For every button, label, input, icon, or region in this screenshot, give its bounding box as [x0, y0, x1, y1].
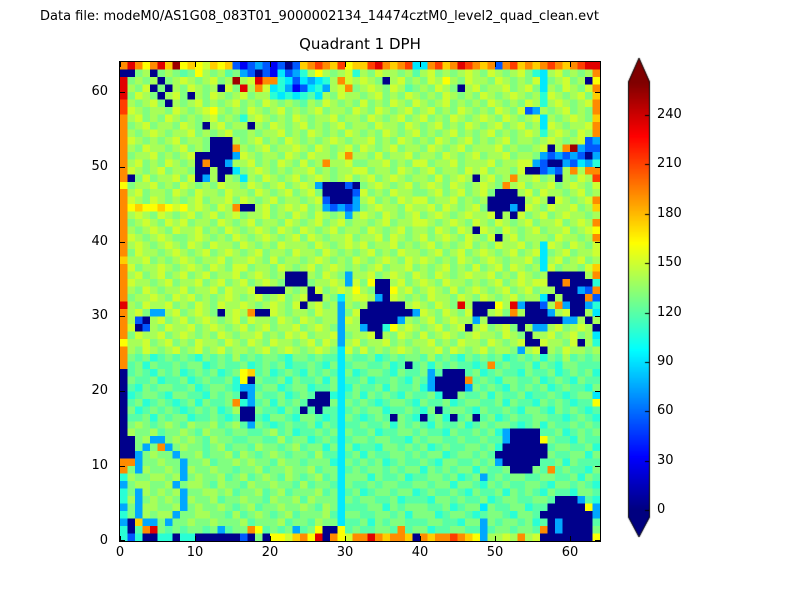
axis-tick-mark: [195, 62, 196, 67]
y-tick-label: 0: [99, 533, 108, 548]
axis-tick-mark: [595, 167, 600, 168]
colorbar-tick-label: 240: [657, 107, 682, 122]
x-tick-label: 40: [411, 545, 429, 560]
colorbar-tick-label: 30: [657, 453, 674, 468]
axis-tick-mark: [595, 540, 600, 541]
colorbar-tick-label: 0: [657, 502, 666, 517]
colorbar: [627, 54, 651, 542]
axis-tick-mark: [120, 167, 125, 168]
x-tick-label: 10: [186, 545, 204, 560]
colorbar-tick-label: 90: [657, 354, 674, 369]
axis-tick-mark: [270, 536, 271, 541]
axis-tick-mark: [120, 242, 125, 243]
axis-tick-mark: [595, 316, 600, 317]
axis-tick-mark: [270, 62, 271, 67]
y-tick-label: 20: [91, 383, 108, 398]
axis-tick-mark: [420, 536, 421, 541]
colorbar-tick-label: 180: [657, 206, 682, 221]
colorbar-tick-label: 60: [657, 403, 674, 418]
y-tick-label: 30: [91, 308, 108, 323]
axis-tick-mark: [595, 92, 600, 93]
axis-tick-mark: [120, 536, 121, 541]
x-tick-label: 0: [115, 545, 125, 560]
colorbar-tick-label: 210: [657, 156, 682, 171]
data-file-label: Data file: modeM0/AS1G08_083T01_90000021…: [40, 9, 599, 24]
axis-tick-mark: [120, 62, 121, 67]
x-tick-label: 60: [561, 545, 579, 560]
axis-tick-mark: [120, 391, 125, 392]
colorbar-tick-label: 150: [657, 255, 682, 270]
y-tick-label: 60: [91, 84, 108, 99]
axes-frame: [119, 61, 601, 542]
axis-tick-mark: [570, 62, 571, 67]
axis-tick-mark: [595, 242, 600, 243]
plot-title: Quadrant 1 DPH: [299, 35, 421, 53]
y-tick-label: 10: [91, 458, 108, 473]
axis-tick-mark: [345, 536, 346, 541]
axis-tick-mark: [595, 466, 600, 467]
axis-tick-mark: [595, 391, 600, 392]
colorbar-tick-label: 120: [657, 305, 682, 320]
x-tick-label: 30: [336, 545, 354, 560]
axis-tick-mark: [345, 62, 346, 67]
axis-tick-mark: [570, 536, 571, 541]
x-tick-label: 50: [486, 545, 504, 560]
axis-tick-mark: [120, 466, 125, 467]
axis-tick-mark: [420, 62, 421, 67]
axis-tick-mark: [120, 316, 125, 317]
y-tick-label: 50: [91, 159, 108, 174]
axis-tick-mark: [120, 540, 125, 541]
y-tick-label: 40: [91, 234, 108, 249]
axis-tick-mark: [120, 92, 125, 93]
axis-tick-mark: [195, 536, 196, 541]
axis-tick-mark: [495, 536, 496, 541]
x-tick-label: 20: [261, 545, 279, 560]
heatmap-canvas: [120, 62, 600, 541]
axis-tick-mark: [495, 62, 496, 67]
